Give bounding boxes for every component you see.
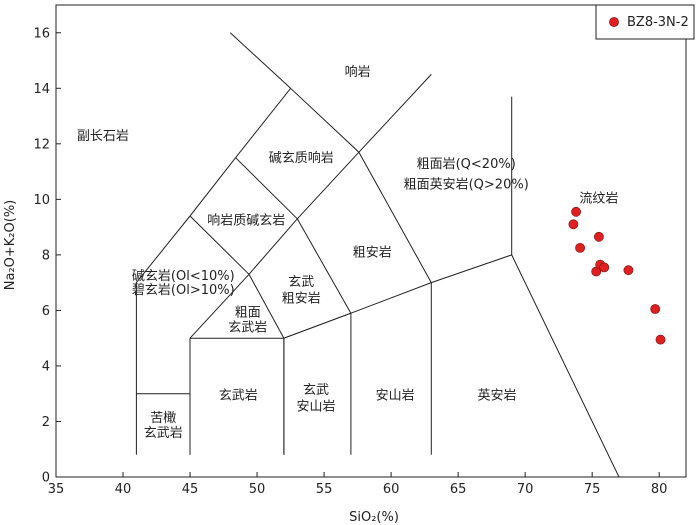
x-tick-label: 80 bbox=[651, 482, 668, 497]
data-point bbox=[575, 242, 585, 253]
x-tick-label: 60 bbox=[383, 482, 400, 497]
legend-label: BZ8-3N-2 bbox=[627, 15, 689, 30]
field-label-1: 副长石岩 bbox=[77, 129, 129, 144]
legend: BZ8-3N-2 bbox=[595, 4, 695, 40]
field-label-18: 英安岩 bbox=[477, 389, 516, 404]
field-label-15: 玄武 bbox=[303, 383, 329, 398]
x-axis-title: SiO₂(%) bbox=[349, 510, 399, 525]
x-tick-label: 75 bbox=[584, 482, 601, 497]
field-label-2: 碱玄质响岩 bbox=[269, 150, 334, 166]
legend-marker bbox=[609, 17, 619, 27]
field-boundary-12 bbox=[358, 74, 432, 153]
y-tick-label: 12 bbox=[33, 137, 50, 152]
field-boundary-4 bbox=[189, 151, 360, 339]
field-boundary-11 bbox=[229, 32, 291, 89]
y-tick-label: 4 bbox=[42, 359, 50, 374]
data-point bbox=[599, 262, 610, 273]
field-label-3: 粗面岩(Q<20%) bbox=[417, 157, 516, 172]
data-point bbox=[568, 219, 579, 230]
data-point bbox=[650, 304, 661, 314]
field-label-12: 粗面 bbox=[235, 305, 261, 320]
y-tick-label: 16 bbox=[33, 26, 50, 41]
y-tick-label: 0 bbox=[42, 471, 50, 486]
field-label-20: 玄武岩 bbox=[144, 426, 183, 441]
field-label-19: 苦橄 bbox=[150, 410, 176, 426]
field-boundary-1 bbox=[135, 87, 432, 455]
y-tick-label: 10 bbox=[33, 193, 50, 208]
field-label-8: 碱玄岩(Ol<10%) bbox=[132, 269, 235, 284]
x-tick-label: 55 bbox=[316, 482, 333, 497]
plot-frame bbox=[55, 4, 687, 478]
x-tick-label: 50 bbox=[249, 482, 266, 497]
field-boundary-7 bbox=[235, 157, 298, 220]
field-label-11: 粗安岩 bbox=[282, 291, 321, 306]
y-tick-label: 8 bbox=[42, 248, 50, 263]
field-label-9: 碧玄岩(Ol>10%) bbox=[132, 283, 235, 298]
x-tick-label: 35 bbox=[48, 482, 65, 497]
data-point bbox=[655, 334, 666, 345]
data-points bbox=[568, 206, 666, 345]
field-label-7: 粗安岩 bbox=[353, 246, 392, 261]
data-point bbox=[571, 206, 581, 217]
field-label-13: 玄武岩 bbox=[228, 321, 267, 336]
field-label-5: 流纹岩 bbox=[579, 192, 618, 207]
x-tick-label: 45 bbox=[182, 482, 199, 497]
field-label-16: 安山岩 bbox=[296, 400, 335, 415]
axis-ticks: 35 40 45 50 55 60 65 70 75 80 0 2 4 6 8 10 12 14 16 bbox=[33, 26, 667, 497]
data-point bbox=[594, 231, 604, 242]
y-tick-label: 2 bbox=[42, 415, 50, 430]
y-tick-label: 14 bbox=[33, 82, 50, 97]
data-point bbox=[623, 265, 634, 276]
field-label-6: 响岩质碱玄岩 bbox=[207, 213, 285, 229]
field-label-10: 玄武 bbox=[288, 275, 314, 290]
x-tick-label: 65 bbox=[450, 482, 467, 497]
field-label-0: 响岩 bbox=[345, 64, 371, 80]
field-boundary-5 bbox=[248, 274, 285, 339]
field-boundary-8 bbox=[189, 215, 250, 275]
field-boundary-9 bbox=[283, 254, 620, 478]
y-tick-label: 6 bbox=[42, 304, 50, 319]
field-label-4: 粗面英安岩(Q>20%) bbox=[404, 178, 529, 193]
x-tick-label: 70 bbox=[517, 482, 534, 497]
y-axis-title: Na₂O+K₂O(%) bbox=[3, 200, 18, 291]
field-label-17: 安山岩 bbox=[376, 389, 415, 404]
field-boundaries bbox=[135, 32, 620, 478]
x-tick-label: 40 bbox=[115, 482, 132, 497]
field-label-14: 玄武岩 bbox=[219, 389, 258, 404]
field-boundary-6 bbox=[296, 218, 352, 314]
